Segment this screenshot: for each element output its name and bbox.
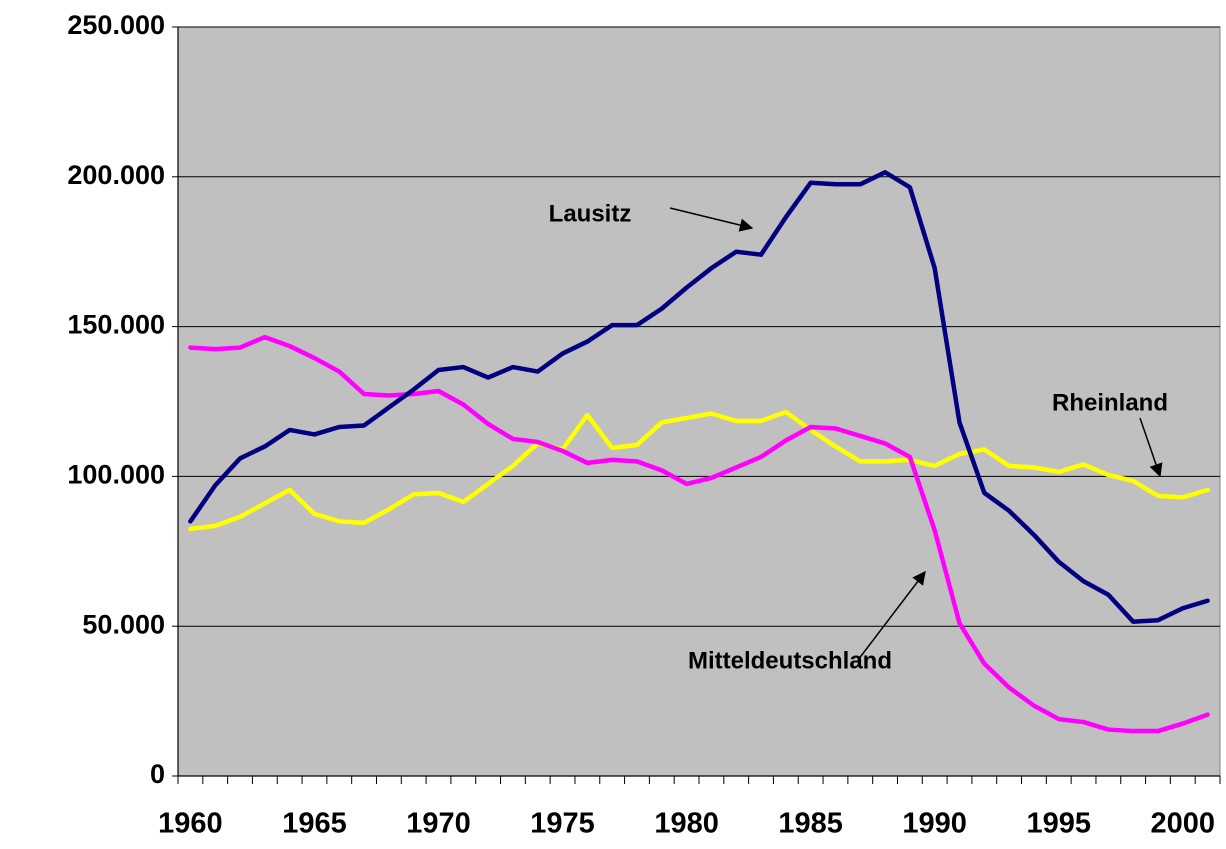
y-tick-label: 50.000	[82, 609, 165, 639]
annotation-arrow	[669, 207, 754, 232]
y-tick-label: 150.000	[67, 310, 165, 340]
x-tick-label: 1980	[654, 808, 719, 840]
x-tick-label: 1975	[530, 808, 595, 840]
annotation-arrow	[857, 570, 926, 661]
y-tick-label: 200.000	[67, 160, 165, 190]
y-tick-label: 0	[150, 759, 165, 789]
x-tick-label: 2000	[1151, 808, 1216, 840]
y-tick-label: 100.000	[67, 460, 165, 490]
x-tick-label: 1970	[406, 808, 471, 840]
series-label: Rheinland	[1052, 389, 1168, 416]
annotation-arrow	[1139, 417, 1163, 478]
series-label: Mitteldeutschland	[688, 647, 892, 674]
series-line	[188, 409, 1210, 532]
y-tick-label: 250.000	[67, 10, 165, 40]
x-tick-label: 1985	[778, 808, 843, 840]
series-line	[188, 170, 1210, 624]
series-label: Lausitz	[549, 200, 632, 227]
x-tick-label: 1965	[282, 808, 347, 840]
plot-area	[177, 26, 1221, 777]
x-tick-label: 1960	[158, 808, 223, 840]
x-tick-label: 1990	[902, 808, 967, 840]
x-tick-label: 1995	[1026, 808, 1091, 840]
series-line	[188, 334, 1210, 734]
